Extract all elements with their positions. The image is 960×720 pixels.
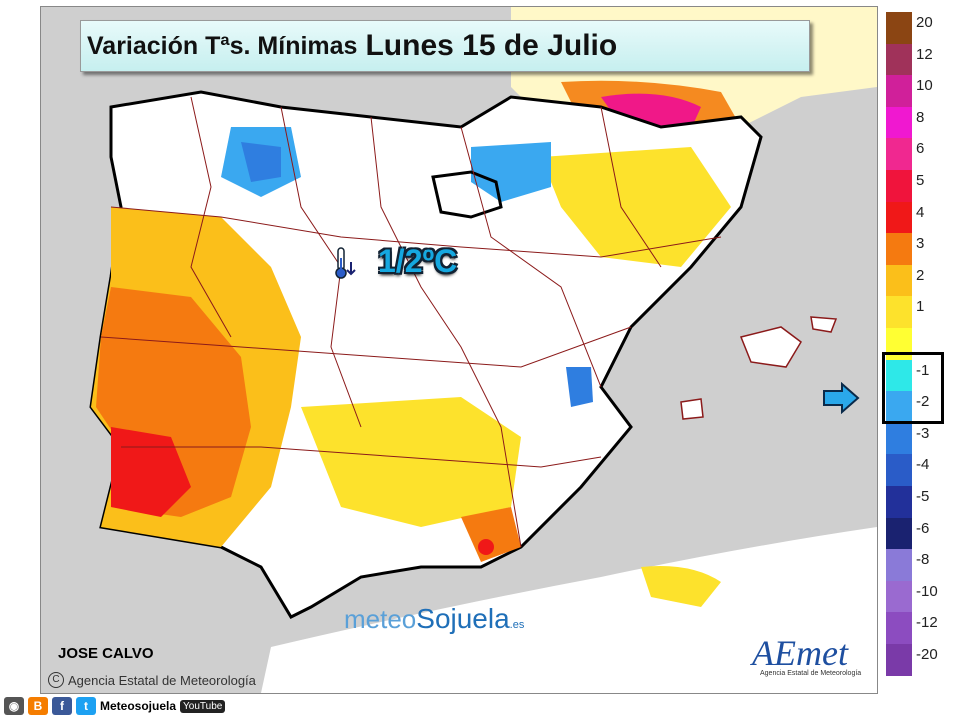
- rioja-outline: [431, 170, 503, 219]
- legend-tick-label: 4: [916, 203, 925, 221]
- southeast-peak: [478, 539, 494, 555]
- youtube-icon[interactable]: YouTube: [180, 699, 226, 713]
- watermark-part2: Sojuela: [416, 603, 510, 634]
- mallorca: [739, 326, 802, 368]
- ibiza: [680, 398, 704, 420]
- legend-swatch: [886, 75, 912, 107]
- legend-tick-label: -4: [916, 456, 930, 474]
- legend-swatch: [886, 201, 912, 234]
- aemet-logo-subtitle: Agencia Estatal de Meteorología: [760, 670, 862, 677]
- legend-tick-label: -3: [916, 424, 930, 442]
- legend-swatch: [886, 43, 912, 76]
- legend-swatch: [886, 517, 912, 550]
- legend-tick-label: -1: [916, 361, 930, 379]
- legend-tick-label: -8: [916, 551, 930, 569]
- legend-tick-label: 5: [916, 172, 925, 189]
- temperature-change-label: 1/2ºC: [378, 243, 458, 279]
- legend-tick-label: 6: [916, 140, 925, 158]
- instagram-icon[interactable]: ◉: [4, 697, 24, 715]
- facebook-icon[interactable]: f: [52, 697, 72, 715]
- agency-credit-text: Agencia Estatal de Meteorología: [68, 672, 256, 688]
- legend-tick-label: -12: [916, 614, 938, 632]
- legend-tick-label: 3: [916, 235, 925, 253]
- legend-swatch: [886, 612, 912, 644]
- legend-swatch: [886, 359, 912, 392]
- africa-land: [261, 527, 877, 693]
- northwest-cold-core: [241, 142, 281, 182]
- title-part2: Lunes 15 de Julio: [365, 29, 618, 62]
- legend-swatch: [886, 454, 912, 486]
- meteosojuela-watermark: meteoSojuela.es: [344, 603, 524, 635]
- province-borders: [100, 96, 722, 548]
- northeast-warm-zone: [541, 147, 731, 267]
- legend-tick-label: 12: [916, 45, 933, 63]
- aemet-logo: AEmet Agencia Estatal de Meteorología: [752, 632, 876, 690]
- legend-tick-label: 20: [916, 14, 933, 31]
- legend-tick-label: 1: [916, 298, 925, 316]
- watermark-part3: .es: [509, 619, 525, 631]
- color-legend: 20 12 10 8 6 5 4 3 2 1 -1 -2 -3 -4 -5 -6 -8 -10 -12 -20: [884, 8, 960, 694]
- agency-credit: C Agencia Estatal de Meteorología: [48, 672, 256, 688]
- legend-swatch: [886, 486, 912, 518]
- legend-tick-label: -6: [916, 519, 930, 537]
- map-title: Variación Tªs. Mínimas Lunes 15 de Julio: [80, 20, 810, 72]
- thermometer-icon: [335, 247, 356, 279]
- legend-swatch: [886, 644, 912, 676]
- title-part1: Variación Tªs. Mínimas: [87, 31, 358, 60]
- legend-tick-label: -10: [916, 582, 938, 600]
- north-cool-zone: [471, 142, 551, 202]
- temperature-map: [40, 6, 878, 694]
- legend-swatch: [886, 170, 912, 202]
- legend-swatch: [886, 549, 912, 581]
- southeast-hot-zone: [461, 507, 521, 562]
- legend-tick-label: -20: [916, 646, 938, 663]
- legend-tick-label: 10: [916, 77, 933, 95]
- africa-warm-zone: [641, 566, 721, 607]
- copyright-icon: C: [48, 672, 64, 688]
- aemet-logo-text: AEmet: [752, 633, 848, 673]
- social-footer: ◉ B f t Meteosojuela YouTube: [0, 694, 248, 718]
- legend-swatch: [886, 264, 912, 297]
- legend-swatch: [886, 391, 912, 423]
- legend-swatch: [886, 296, 912, 328]
- legend-swatch: [886, 138, 912, 170]
- central-warm-zone: [301, 397, 521, 527]
- legend-tick-label: 8: [916, 108, 925, 126]
- menorca: [810, 316, 838, 333]
- legend-tick-label: 2: [916, 266, 925, 284]
- southwest-hot-zone: [111, 427, 191, 517]
- map-svg: [41, 7, 877, 693]
- legend-swatch: [886, 106, 912, 139]
- legend-tick-label: -2: [916, 393, 930, 411]
- legend-highlight-box: [882, 352, 944, 424]
- blogger-icon[interactable]: B: [28, 697, 48, 715]
- author-credit: JOSE CALVO: [58, 645, 154, 662]
- east-cool-zone: [566, 367, 593, 407]
- watermark-part1: meteo: [344, 604, 417, 634]
- legend-swatch: [886, 12, 912, 44]
- legend-tick-label: -5: [916, 488, 930, 505]
- legend-swatch: [886, 422, 912, 455]
- twitter-icon[interactable]: t: [76, 697, 96, 715]
- legend-swatch: [886, 580, 912, 613]
- arrow-right-icon: [823, 382, 860, 414]
- legend-swatch: [886, 233, 912, 265]
- footer-name: Meteosojuela: [100, 699, 177, 713]
